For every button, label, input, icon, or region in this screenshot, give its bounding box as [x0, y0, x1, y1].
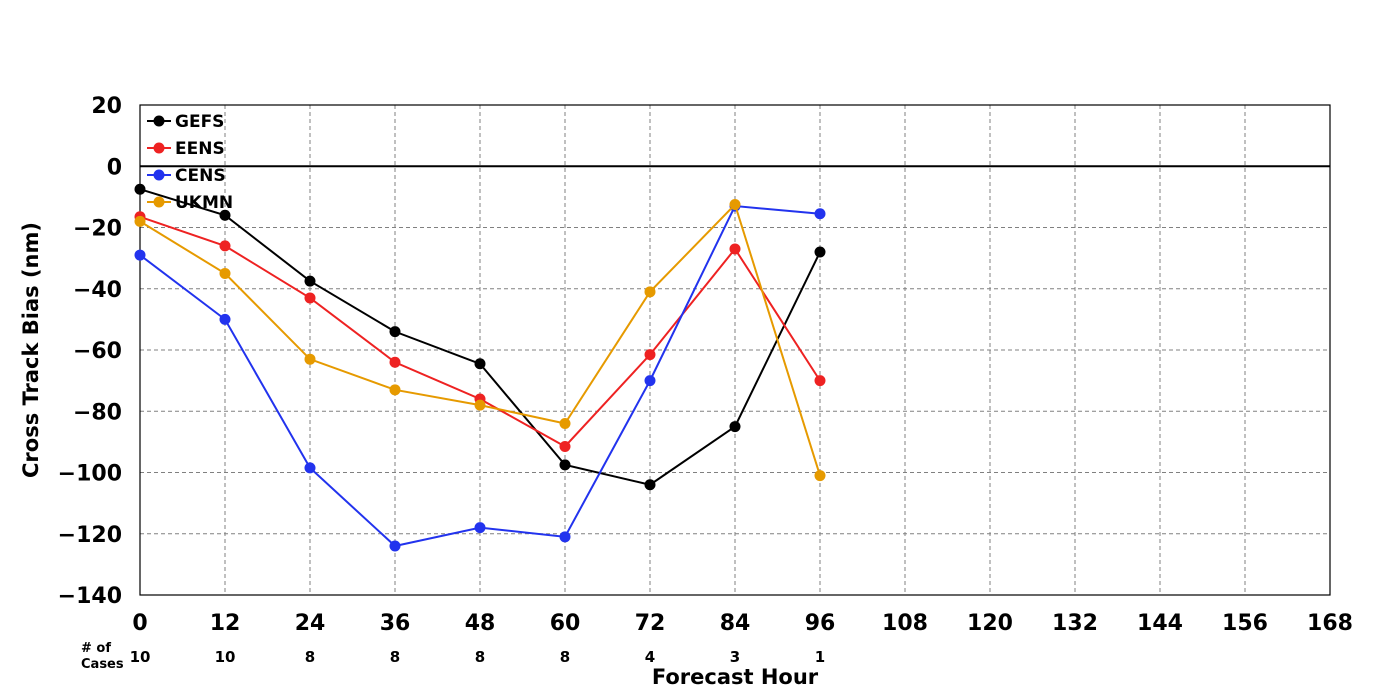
x-tick-label: 36	[380, 611, 411, 636]
data-point-cens	[814, 208, 826, 220]
data-point-gefs	[814, 246, 826, 258]
data-point-ukmn	[474, 399, 486, 411]
cases-label-line2: Cases	[81, 657, 124, 672]
legend-item-cens: CENS	[147, 166, 226, 186]
case-count: 1	[815, 648, 825, 666]
x-axis-title: Forecast Hour	[652, 665, 819, 689]
data-point-cens	[219, 313, 231, 325]
y-tick-label: −120	[58, 523, 122, 548]
legend-label: UKMN	[175, 193, 233, 213]
data-point-ukmn	[559, 418, 571, 429]
x-tick-label: 12	[210, 611, 241, 636]
data-point-cens	[559, 531, 571, 543]
legend-label: GEFS	[175, 112, 224, 132]
legend-label: EENS	[175, 139, 225, 159]
x-tick-label: 120	[967, 611, 1013, 636]
legend-marker	[153, 142, 165, 154]
legend-marker	[153, 169, 165, 181]
data-point-ukmn	[304, 353, 316, 365]
case-count: 4	[645, 648, 655, 666]
data-point-gefs	[644, 479, 656, 491]
x-tick-label: 144	[1137, 611, 1183, 636]
case-count: 8	[305, 648, 315, 666]
data-point-ukmn	[389, 384, 401, 396]
case-count: 8	[475, 648, 485, 666]
y-tick-label: −140	[58, 584, 122, 609]
x-tick-label: 96	[805, 611, 836, 636]
data-point-eens	[304, 292, 316, 304]
data-point-ukmn	[729, 199, 741, 211]
x-tick-label: 48	[465, 611, 496, 636]
data-point-cens	[389, 540, 401, 552]
data-point-ukmn	[814, 470, 826, 482]
data-point-eens	[389, 356, 401, 368]
y-tick-label: −20	[73, 217, 122, 242]
case-count: 8	[560, 648, 570, 666]
y-tick-label: −100	[58, 462, 122, 487]
legend-item-ukmn: UKMN	[147, 193, 233, 213]
data-point-eens	[729, 243, 741, 255]
x-tick-label: 156	[1222, 611, 1268, 636]
data-point-cens	[134, 249, 146, 261]
data-point-gefs	[559, 459, 571, 471]
legend: GEFS EENS CENS UKMN	[147, 112, 233, 213]
y-tick-label: −80	[73, 400, 122, 425]
y-tick-label: −40	[73, 278, 122, 303]
data-point-ukmn	[134, 215, 146, 227]
legend-marker	[153, 196, 165, 208]
x-tick-label: 0	[132, 611, 147, 636]
case-count: 8	[390, 648, 400, 666]
case-count: 10	[215, 648, 236, 666]
x-tick-label: 60	[550, 611, 581, 636]
case-count: 10	[130, 648, 151, 666]
x-axis-tick-labels: 0 12 24 36 48 60 72 84 96 108 120 132 144 156 168	[132, 611, 1353, 636]
legend-label: CENS	[175, 166, 226, 186]
data-point-ukmn	[219, 267, 231, 279]
data-point-gefs	[219, 209, 231, 221]
legend-item-gefs: GEFS	[147, 112, 224, 132]
grid-lines	[140, 105, 1330, 595]
x-tick-label: 72	[635, 611, 666, 636]
data-point-gefs	[304, 275, 316, 287]
data-point-eens	[219, 240, 231, 252]
data-point-eens	[559, 440, 571, 452]
data-point-cens	[474, 522, 486, 534]
legend-item-eens: EENS	[147, 139, 225, 159]
data-series	[134, 183, 826, 552]
x-tick-label: 24	[295, 611, 326, 636]
data-point-ukmn	[644, 286, 656, 298]
case-count: 3	[730, 648, 740, 666]
x-tick-label: 108	[882, 611, 928, 636]
data-point-cens	[304, 462, 316, 474]
y-axis-title: Cross Track Bias (nm)	[19, 222, 43, 478]
y-axis-tick-labels: 20 0 −20 −40 −60 −80 −100 −120 −140	[58, 94, 122, 609]
series-ukmn	[134, 199, 826, 482]
data-point-gefs	[134, 183, 146, 195]
y-tick-label: −60	[73, 339, 122, 364]
cases-label-line1: # of	[81, 641, 111, 656]
series-gefs	[134, 183, 826, 491]
data-point-eens	[644, 349, 656, 361]
data-point-gefs	[389, 326, 401, 338]
data-point-gefs	[474, 358, 486, 370]
plot-area-frame	[139, 104, 1331, 596]
data-point-eens	[814, 375, 826, 387]
x-tick-label: 168	[1307, 611, 1353, 636]
data-point-gefs	[729, 421, 741, 433]
data-point-cens	[644, 375, 656, 387]
y-tick-label: 0	[107, 155, 122, 180]
number-of-cases-row: # of Cases 10 10 8 8 8 8 4 3 1	[81, 641, 825, 672]
legend-marker	[153, 115, 165, 127]
x-tick-label: 132	[1052, 611, 1098, 636]
y-tick-label: 20	[91, 94, 122, 119]
x-tick-label: 84	[720, 611, 751, 636]
